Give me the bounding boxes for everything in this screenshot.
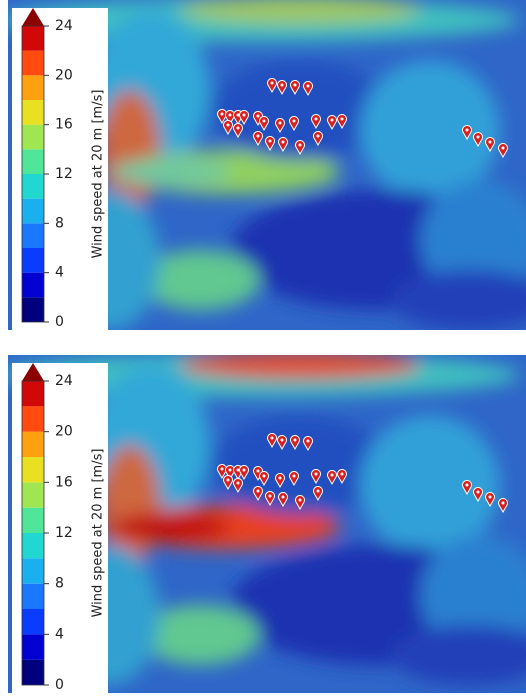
colorbar-tick-label: 8 [55,215,64,231]
colorbar-segment [22,174,44,199]
pin-dot [263,120,266,123]
colorbar-segment [22,297,44,322]
pin-dot [331,119,334,122]
colorbar-tick-label: 8 [55,576,64,592]
colorbar-tick-label: 20 [55,424,73,440]
colorbar-segment [22,199,44,224]
pin-dot [279,122,282,125]
pin-dot [341,118,344,121]
pin-dot [221,113,224,116]
colorbar-segment [22,660,44,685]
pin-dot [263,475,266,478]
pin-dot [227,124,230,127]
pin-dot [237,127,240,130]
wind-area [360,60,500,200]
pin-dot [299,144,302,147]
colorbar-segment [22,100,44,125]
pin-dot [257,115,260,118]
pin-dot [279,477,282,480]
pin-dot [317,135,320,138]
colorbar-segment [22,248,44,273]
colorbar-tick-label: 24 [55,373,73,389]
colorbar-segment [22,273,44,298]
pin-dot [317,490,320,493]
pin-dot [466,129,469,132]
pin-dot [229,469,232,472]
colorbar-segment [22,482,44,507]
colorbar-label: Wind speed at 20 m [m/s] [91,90,106,259]
pin-dot [271,82,274,85]
colorbar-segment [22,457,44,482]
pin-dot [341,473,344,476]
colorbar-segment [22,609,44,634]
pin-dot [331,474,334,477]
pin-dot [221,468,224,471]
colorbar-segment [22,381,44,406]
colorbar-segment [22,584,44,609]
colorbar-segment [22,508,44,533]
colorbar-segment [22,634,44,659]
pin-dot [257,135,260,138]
pin-dot [257,490,260,493]
pin-dot [502,147,505,150]
pin-dot [489,141,492,144]
colorbar-tick-label: 0 [55,677,64,693]
colorbar-segment [22,432,44,457]
pin-dot [243,114,246,117]
pin-dot [477,491,480,494]
colorbar-segment [22,75,44,100]
colorbar-segment [22,26,44,51]
colorbar-label: Wind speed at 20 m [m/s] [91,449,106,618]
colorbar-tick-label: 4 [55,626,64,642]
pin-dot [282,496,285,499]
colorbar-segment [22,149,44,174]
pin-dot [299,499,302,502]
pin-dot [477,136,480,139]
pin-dot [281,84,284,87]
colorbar-segment [22,51,44,76]
pin-dot [466,484,469,487]
wind-area [180,351,420,379]
pin-dot [282,141,285,144]
wind-area [110,158,230,186]
colorbar-segment [22,406,44,431]
map-panel: 0 4 8 12 16 20 24 Wind speed at 20 m [m/s] [0,0,526,332]
page: {"panels": [ {"colorbar": {"label": "Win… [0,0,526,693]
colorbar-tick-label: 20 [55,67,73,83]
colorbar-tick-label: 12 [55,525,73,541]
map-panel: 0 4 8 12 16 20 24 Wind speed at 20 m [m/s] [0,351,526,693]
pin-dot [227,479,230,482]
pin-dot [281,439,284,442]
wind-area [110,513,230,541]
pin-dot [237,482,240,485]
pin-dot [315,473,318,476]
pin-dot [307,440,310,443]
pin-dot [315,118,318,121]
colorbar-tick-label: 16 [55,474,73,490]
pin-dot [293,120,296,123]
pin-dot [243,469,246,472]
colorbar-segment [22,533,44,558]
pin-dot [502,502,505,505]
pin-dot [294,84,297,87]
pin-dot [489,496,492,499]
pin-dot [293,475,296,478]
figure: 0 4 8 12 16 20 24 Wind speed at 20 m [m/s] 0 4 8 12… [0,0,526,693]
colorbar-tick-label: 4 [55,265,64,281]
pin-dot [271,437,274,440]
wind-area [360,415,500,555]
colorbar-segment [22,223,44,248]
pin-dot [269,495,272,498]
pin-dot [307,85,310,88]
colorbar-segment [22,558,44,583]
pin-dot [269,140,272,143]
colorbar-tick-label: 0 [55,314,64,330]
colorbar-tick-label: 12 [55,166,73,182]
pin-dot [229,114,232,117]
pin-dot [294,439,297,442]
colorbar-tick-label: 16 [55,117,73,133]
colorbar-tick-label: 24 [55,18,73,34]
pin-dot [257,470,260,473]
colorbar-segment [22,125,44,150]
